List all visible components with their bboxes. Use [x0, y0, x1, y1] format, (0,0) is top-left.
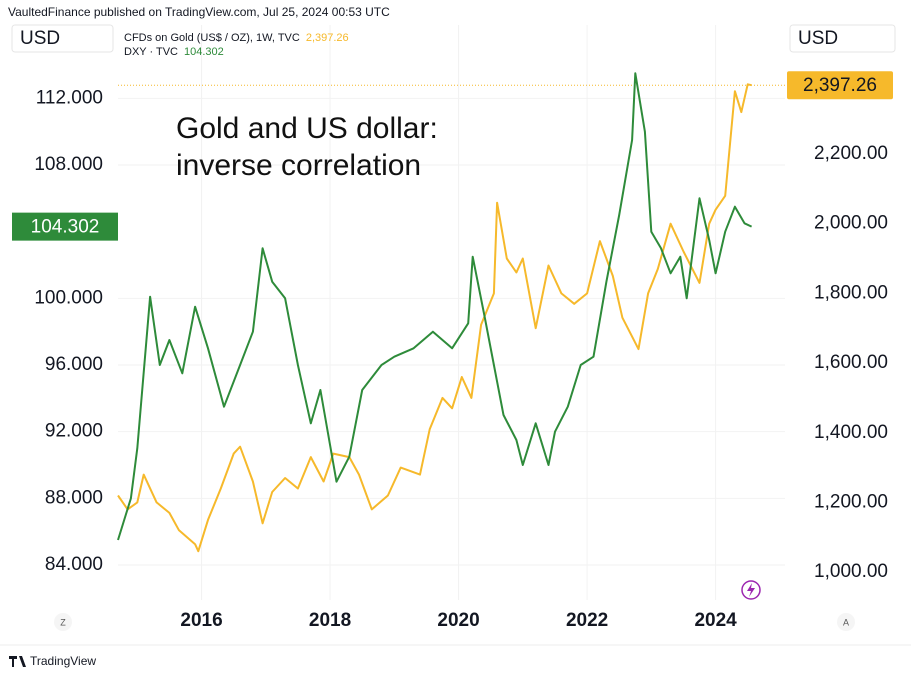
last-value-box: [12, 212, 118, 241]
y-tick-label: 112.000: [36, 87, 103, 108]
y2-tick-label: 1,800.00: [814, 282, 888, 303]
y-unit: USD: [20, 28, 60, 49]
annotation: inverse correlation: [176, 149, 421, 182]
y-tick-label: 84.000: [45, 554, 103, 575]
button-label[interactable]: A: [843, 617, 849, 627]
axes: 84.000 88.000 92.000 96.000 100.000 108.000 11…: [12, 71, 893, 631]
legend: CFDs on Gold (US$ / OZ), 1W, TVC 2,397.26…: [124, 32, 349, 58]
grid: [118, 25, 785, 600]
y2-tick-label: 1,600.00: [814, 352, 888, 373]
header: VaultedFinance published on TradingView.…: [8, 5, 390, 19]
x-tick-label: 2024: [694, 610, 737, 631]
legend-label: CFDs on Gold (US$ / OZ), 1W, TVC: [124, 32, 300, 44]
y2-tick-label: 2,000.00: [814, 213, 888, 234]
y-tick-label: 88.000: [45, 487, 103, 508]
last-value-label: 2,397.26: [803, 75, 877, 96]
x-tick-label: 2022: [566, 610, 608, 631]
footer: TradingView: [30, 654, 96, 668]
annotation: Gold and US dollar:: [176, 112, 438, 145]
plot: [117, 72, 785, 553]
button[interactable]: [54, 613, 72, 631]
series-line: [117, 72, 753, 541]
button[interactable]: [837, 613, 855, 631]
y2-tick-label: 2,200.00: [814, 143, 888, 164]
legend-value: 2,397.26: [306, 32, 349, 44]
y-tick-label: 92.000: [45, 421, 103, 442]
legend-value: 104.302: [184, 46, 224, 58]
y2-tick-label: 1,000.00: [814, 561, 888, 582]
x-tick-label: 2020: [437, 610, 479, 631]
y-tick-label: 96.000: [45, 354, 103, 375]
y2-unit: USD: [798, 28, 838, 49]
y2-tick-label: 1,200.00: [814, 491, 888, 512]
logo: [9, 656, 26, 667]
y-tick-label: 108.000: [34, 154, 103, 175]
button-label[interactable]: Z: [60, 617, 66, 627]
legend-label: DXY · TVC: [124, 46, 178, 58]
last-value-label: 104.302: [31, 217, 100, 238]
alert-bolt: [747, 583, 755, 597]
x-tick-label: 2016: [180, 610, 222, 631]
series-line: [117, 83, 752, 553]
y-unit-box: [11, 24, 114, 53]
y2-unit-box: [789, 24, 896, 53]
last-value-box: [787, 71, 893, 100]
x-tick-label: 2018: [309, 610, 351, 631]
y2-tick-label: 1,400.00: [814, 422, 888, 443]
y-tick-label: 100.000: [34, 287, 103, 308]
